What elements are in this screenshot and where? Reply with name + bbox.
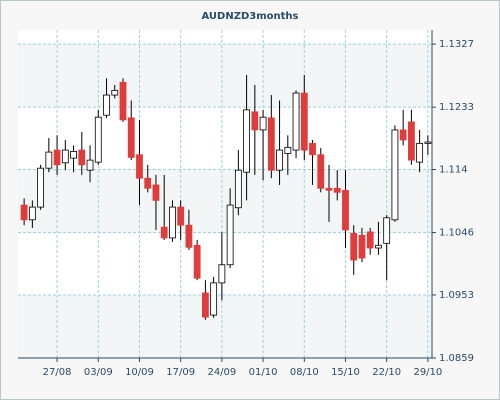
candle-body [325,187,333,191]
candle-body [70,151,77,159]
band [18,169,432,233]
candle-body [342,189,349,231]
candle-body [234,169,242,209]
x-tick-label: 17/09 [166,367,195,378]
candle-body [103,94,110,116]
candle-body [127,117,135,158]
candle-body [383,217,391,244]
candle-body [292,92,300,151]
candle-body [193,244,201,279]
candle-body [358,234,366,259]
y-tick-label: 1.0953 [439,290,474,301]
candle-body [259,116,267,131]
candle-body [86,159,94,171]
x-tick-label: 01/10 [249,367,278,378]
candle-body [37,167,44,208]
candle-body [144,177,152,189]
candle-body [317,154,325,189]
y-tick-label: 1.1327 [439,39,474,50]
y-tick-label: 1.1046 [439,228,474,239]
candle-body [300,92,308,151]
candle-body [391,129,399,221]
y-tick-label: 1.114 [439,165,468,176]
candle-body [61,149,69,164]
candle-body [20,204,28,221]
candle-body [407,121,415,161]
candle-body [366,231,374,249]
candle-body [152,184,160,201]
candle-body [399,129,407,141]
band [18,44,432,108]
candle-body [276,149,283,171]
candle-body [243,109,251,173]
candle-body [53,149,61,166]
band [18,294,432,358]
candle-body [267,117,275,171]
candle-body [45,151,53,169]
candle-body [424,141,432,144]
x-tick-label: 27/08 [43,367,72,378]
candle-body [251,111,259,131]
candle-body [136,154,143,179]
x-tick-label: 29/10 [413,367,442,378]
candle-body [210,282,218,316]
candle-body [416,142,424,163]
chart-title: AUDNZD3months [202,11,299,22]
x-tick-label: 10/09 [125,367,154,378]
x-tick-label: 22/10 [372,367,401,378]
candle-body [201,292,209,318]
candle-body [284,146,292,154]
candle-body [111,89,119,96]
y-tick-label: 1.1233 [439,102,474,113]
candle-body [218,264,226,284]
candle-body [160,226,168,239]
y-tick-label: 1.0859 [439,353,474,364]
candle-body [375,244,382,249]
candle-body [169,206,176,239]
candle-body [333,187,341,193]
candle-body [94,116,102,163]
candle-body [28,206,36,221]
candle-body [226,204,234,266]
x-tick-label: 24/09 [207,367,236,378]
candle-body [78,149,86,166]
candle-body [350,232,358,261]
candle-body [177,206,185,226]
x-tick-label: 03/09 [84,367,113,378]
candle-body [185,224,193,248]
x-tick-label: 08/10 [290,367,319,378]
x-tick-label: 15/10 [331,367,360,378]
candle-body [119,81,127,121]
candle-body [309,142,316,156]
